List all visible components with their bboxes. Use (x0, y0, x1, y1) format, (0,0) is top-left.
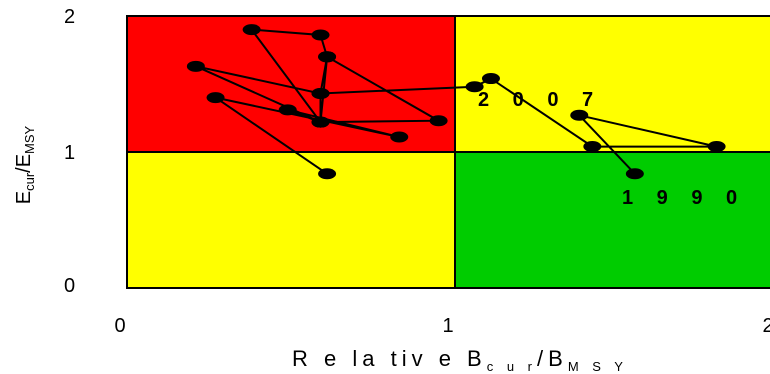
zone-top-right (455, 16, 770, 152)
plot-frame (126, 15, 770, 289)
data-point (186, 60, 205, 72)
x-tick-label: 1 (442, 315, 453, 337)
data-point (625, 168, 644, 180)
x-tick-label: 2 (762, 315, 770, 337)
zone-bottom-right (455, 152, 770, 288)
data-point (311, 116, 330, 128)
plot-border (126, 15, 770, 289)
data-point (318, 168, 337, 180)
data-point (570, 109, 589, 121)
data-point (206, 92, 225, 104)
annotation-1990: 1 9 9 0 (622, 187, 746, 209)
data-point (311, 88, 330, 100)
y-tick-label: 1 (64, 142, 75, 164)
y-tick-label: 0 (64, 275, 75, 297)
zones-layer (127, 16, 770, 288)
series-layer (186, 24, 726, 180)
data-point (429, 115, 448, 127)
y-tick-label: 2 (64, 6, 75, 28)
annotations: 2 0 0 7 1 9 9 0 (478, 89, 746, 209)
annotation-2007: 2 0 0 7 (478, 89, 602, 111)
data-point (318, 51, 337, 63)
data-point (465, 81, 484, 93)
data-point (707, 141, 726, 153)
data-point (242, 24, 261, 36)
data-point (311, 29, 330, 41)
x-tick-labels: 0 1 2 (114, 315, 770, 337)
x-tick-label: 0 (114, 315, 125, 337)
data-point (278, 104, 297, 116)
x-axis-label: R e la tiv e Bc u r/BM S Y (292, 346, 628, 374)
data-point (481, 73, 500, 85)
y-axis-label: Ecur/EMSY (13, 125, 37, 204)
data-point (390, 131, 409, 143)
y-tick-labels: 0 1 2 (64, 6, 75, 297)
data-point (583, 141, 602, 153)
zone-dividers (127, 16, 770, 288)
zone-bottom-left (127, 152, 455, 288)
